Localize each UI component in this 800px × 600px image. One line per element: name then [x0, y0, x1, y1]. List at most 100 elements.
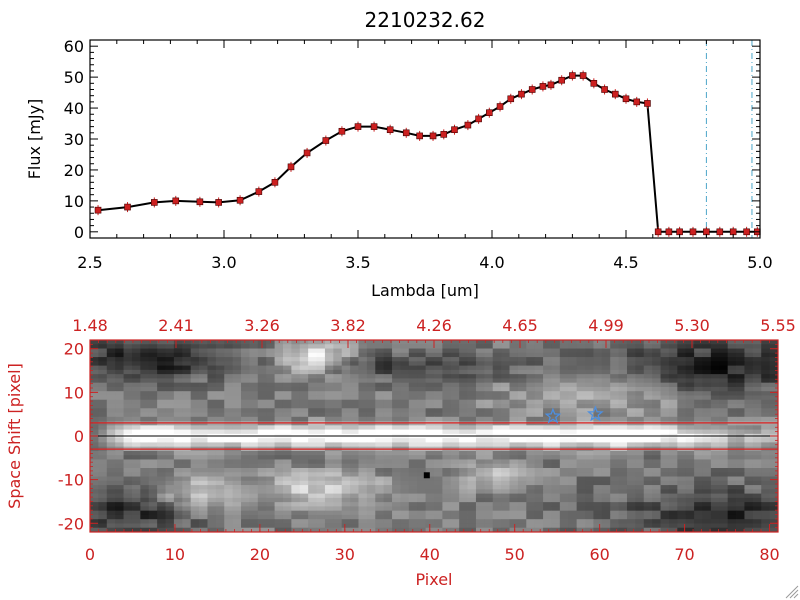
heatmap-cell	[324, 450, 334, 456]
heatmap-cell	[685, 476, 695, 482]
heatmap-cell	[98, 395, 108, 401]
heatmap-cell	[660, 455, 670, 460]
heatmap-cell	[501, 395, 510, 401]
heatmap-cell	[383, 369, 393, 375]
heatmap-cell	[106, 391, 116, 396]
heatmap-cell	[576, 412, 586, 418]
heatmap-cell	[551, 472, 561, 477]
heatmap-cell	[140, 472, 150, 477]
heatmap-cell	[291, 463, 301, 469]
heatmap-cell	[501, 416, 510, 422]
heatmap-cell	[190, 480, 200, 486]
heatmap-cell	[106, 348, 116, 354]
heatmap-cell	[324, 382, 334, 388]
heatmap-cell	[601, 510, 611, 516]
heatmap-cell	[551, 442, 561, 448]
heatmap-cell	[241, 352, 250, 358]
resize-grip-icon[interactable]	[785, 585, 799, 599]
heatmap-cell	[224, 365, 234, 371]
wavelength-top-axis-ticks: 1.48 2.41 3.26 3.82 4.26 4.65 4.99 5.30 5.55	[72, 316, 796, 348]
heatmap-cell	[534, 416, 544, 422]
heatmap-cell	[635, 348, 645, 354]
heatmap-cell	[442, 416, 452, 422]
heatmap-cell	[526, 519, 536, 524]
heatmap-cell	[710, 480, 720, 486]
heatmap-cell	[551, 489, 561, 494]
heatmap-cell	[593, 468, 603, 473]
heatmap-cell	[408, 510, 418, 516]
heatmap-cell	[199, 386, 208, 392]
heatmap-cell	[375, 408, 385, 413]
heatmap-cell	[660, 369, 670, 375]
heatmap-cell	[241, 386, 250, 392]
heatmap-cell	[492, 416, 502, 422]
heatmap-cell	[517, 425, 527, 430]
heatmap-cell	[131, 497, 141, 503]
heatmap-cell	[123, 386, 133, 392]
heatmap-cell	[601, 395, 611, 401]
heatmap-cell	[576, 472, 586, 477]
heatmap-cell	[299, 519, 309, 524]
heatmap-cell	[585, 361, 594, 366]
heatmap-cell	[769, 374, 779, 379]
heatmap-cell	[417, 378, 427, 384]
heatmap-cell	[232, 463, 242, 469]
heatmap-cell	[517, 497, 527, 503]
heatmap-cell	[199, 523, 208, 529]
heatmap-cell	[115, 365, 124, 371]
heatmap-cell	[140, 455, 150, 460]
heatmap-cell	[182, 361, 192, 366]
wavelength-tick-label: 3.82	[330, 316, 366, 335]
heatmap-cell	[140, 357, 150, 362]
heatmap-cell	[157, 489, 166, 494]
heatmap-cell	[484, 442, 494, 448]
heatmap-cell	[744, 506, 754, 512]
heatmap-cell	[475, 378, 485, 384]
heatmap-cell	[501, 408, 510, 413]
heatmap-cell	[752, 502, 762, 507]
heatmap-cell	[157, 404, 166, 409]
heatmap-cell	[710, 497, 720, 503]
heatmap-cell	[526, 391, 536, 396]
heatmap-cell	[115, 344, 124, 349]
data-point	[386, 126, 394, 134]
data-point	[518, 90, 525, 98]
heatmap-cell	[677, 468, 687, 473]
heatmap-cell	[475, 523, 485, 529]
heatmap-cell	[467, 382, 477, 388]
heatmap-cell	[90, 506, 99, 512]
heatmap-cell	[148, 429, 158, 435]
heatmap-cell	[173, 365, 183, 371]
heatmap-cell	[559, 399, 569, 405]
heatmap-cell	[761, 519, 771, 524]
y-tick-label: 50	[64, 68, 84, 87]
heatmap-cell	[358, 369, 368, 375]
heatmap-cell	[534, 352, 544, 358]
heatmap-cell	[182, 344, 192, 349]
heatmap-cell	[350, 502, 359, 507]
heatmap-cell	[492, 523, 502, 529]
heatmap-cell	[526, 348, 536, 354]
heatmap-cell	[543, 480, 552, 486]
heatmap-cell	[643, 514, 653, 520]
data-point	[558, 76, 565, 84]
heatmap-cell	[610, 468, 619, 473]
heatmap-cell	[199, 365, 208, 371]
heatmap-cell	[173, 485, 183, 490]
heatmap-cell	[761, 408, 771, 413]
heatmap-cell	[366, 519, 376, 524]
heatmap-cell	[282, 527, 292, 533]
heatmap-cell	[450, 348, 460, 354]
heatmap-cell	[207, 489, 217, 494]
heatmap-cell	[123, 480, 133, 486]
heatmap-cell	[593, 374, 603, 379]
heatmap-cell	[450, 374, 460, 379]
heatmap-cell	[601, 357, 611, 362]
heatmap-cell	[501, 425, 510, 430]
heatmap-cell	[492, 510, 502, 516]
heatmap-cell	[215, 357, 225, 362]
heatmap-cell	[484, 455, 494, 460]
heatmap-cell	[534, 344, 544, 349]
heatmap-cell	[215, 455, 225, 460]
heatmap-cell	[543, 463, 552, 469]
